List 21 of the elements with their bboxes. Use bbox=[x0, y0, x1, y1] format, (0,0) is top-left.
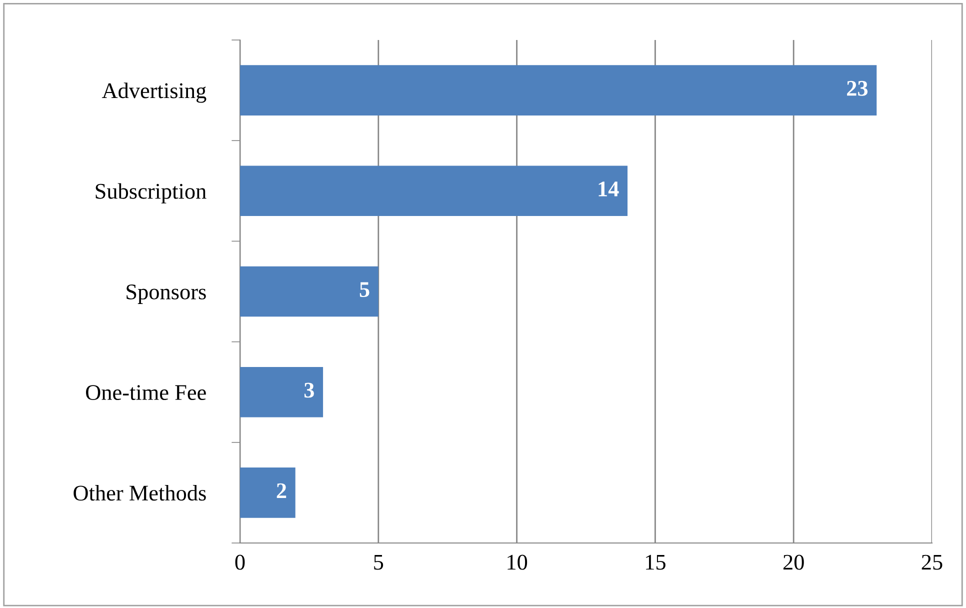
x-tick-label: 20 bbox=[783, 554, 804, 570]
data-label: 5 bbox=[360, 282, 370, 298]
x-tick-label: 5 bbox=[374, 554, 384, 570]
x-tick-label: 0 bbox=[235, 554, 245, 570]
y-tick-label: Advertising bbox=[102, 82, 206, 103]
x-tick-label: 25 bbox=[922, 554, 942, 570]
x-tick-label: 15 bbox=[646, 554, 666, 570]
data-label: 2 bbox=[276, 483, 286, 498]
bar bbox=[240, 266, 378, 317]
bar bbox=[240, 166, 628, 216]
y-tick-label: Other Methods bbox=[74, 484, 206, 501]
y-tick-label: Sponsors bbox=[126, 284, 206, 304]
data-label: 3 bbox=[304, 382, 314, 398]
data-label: 14 bbox=[598, 182, 619, 196]
data-label: 23 bbox=[847, 80, 868, 96]
y-tick-label: Subscription bbox=[96, 183, 206, 204]
bar bbox=[240, 366, 324, 418]
y-tick-label: One-time Fee bbox=[86, 385, 206, 400]
bar bbox=[240, 468, 296, 518]
x-tick-label: 10 bbox=[508, 554, 528, 570]
bar bbox=[240, 65, 877, 116]
